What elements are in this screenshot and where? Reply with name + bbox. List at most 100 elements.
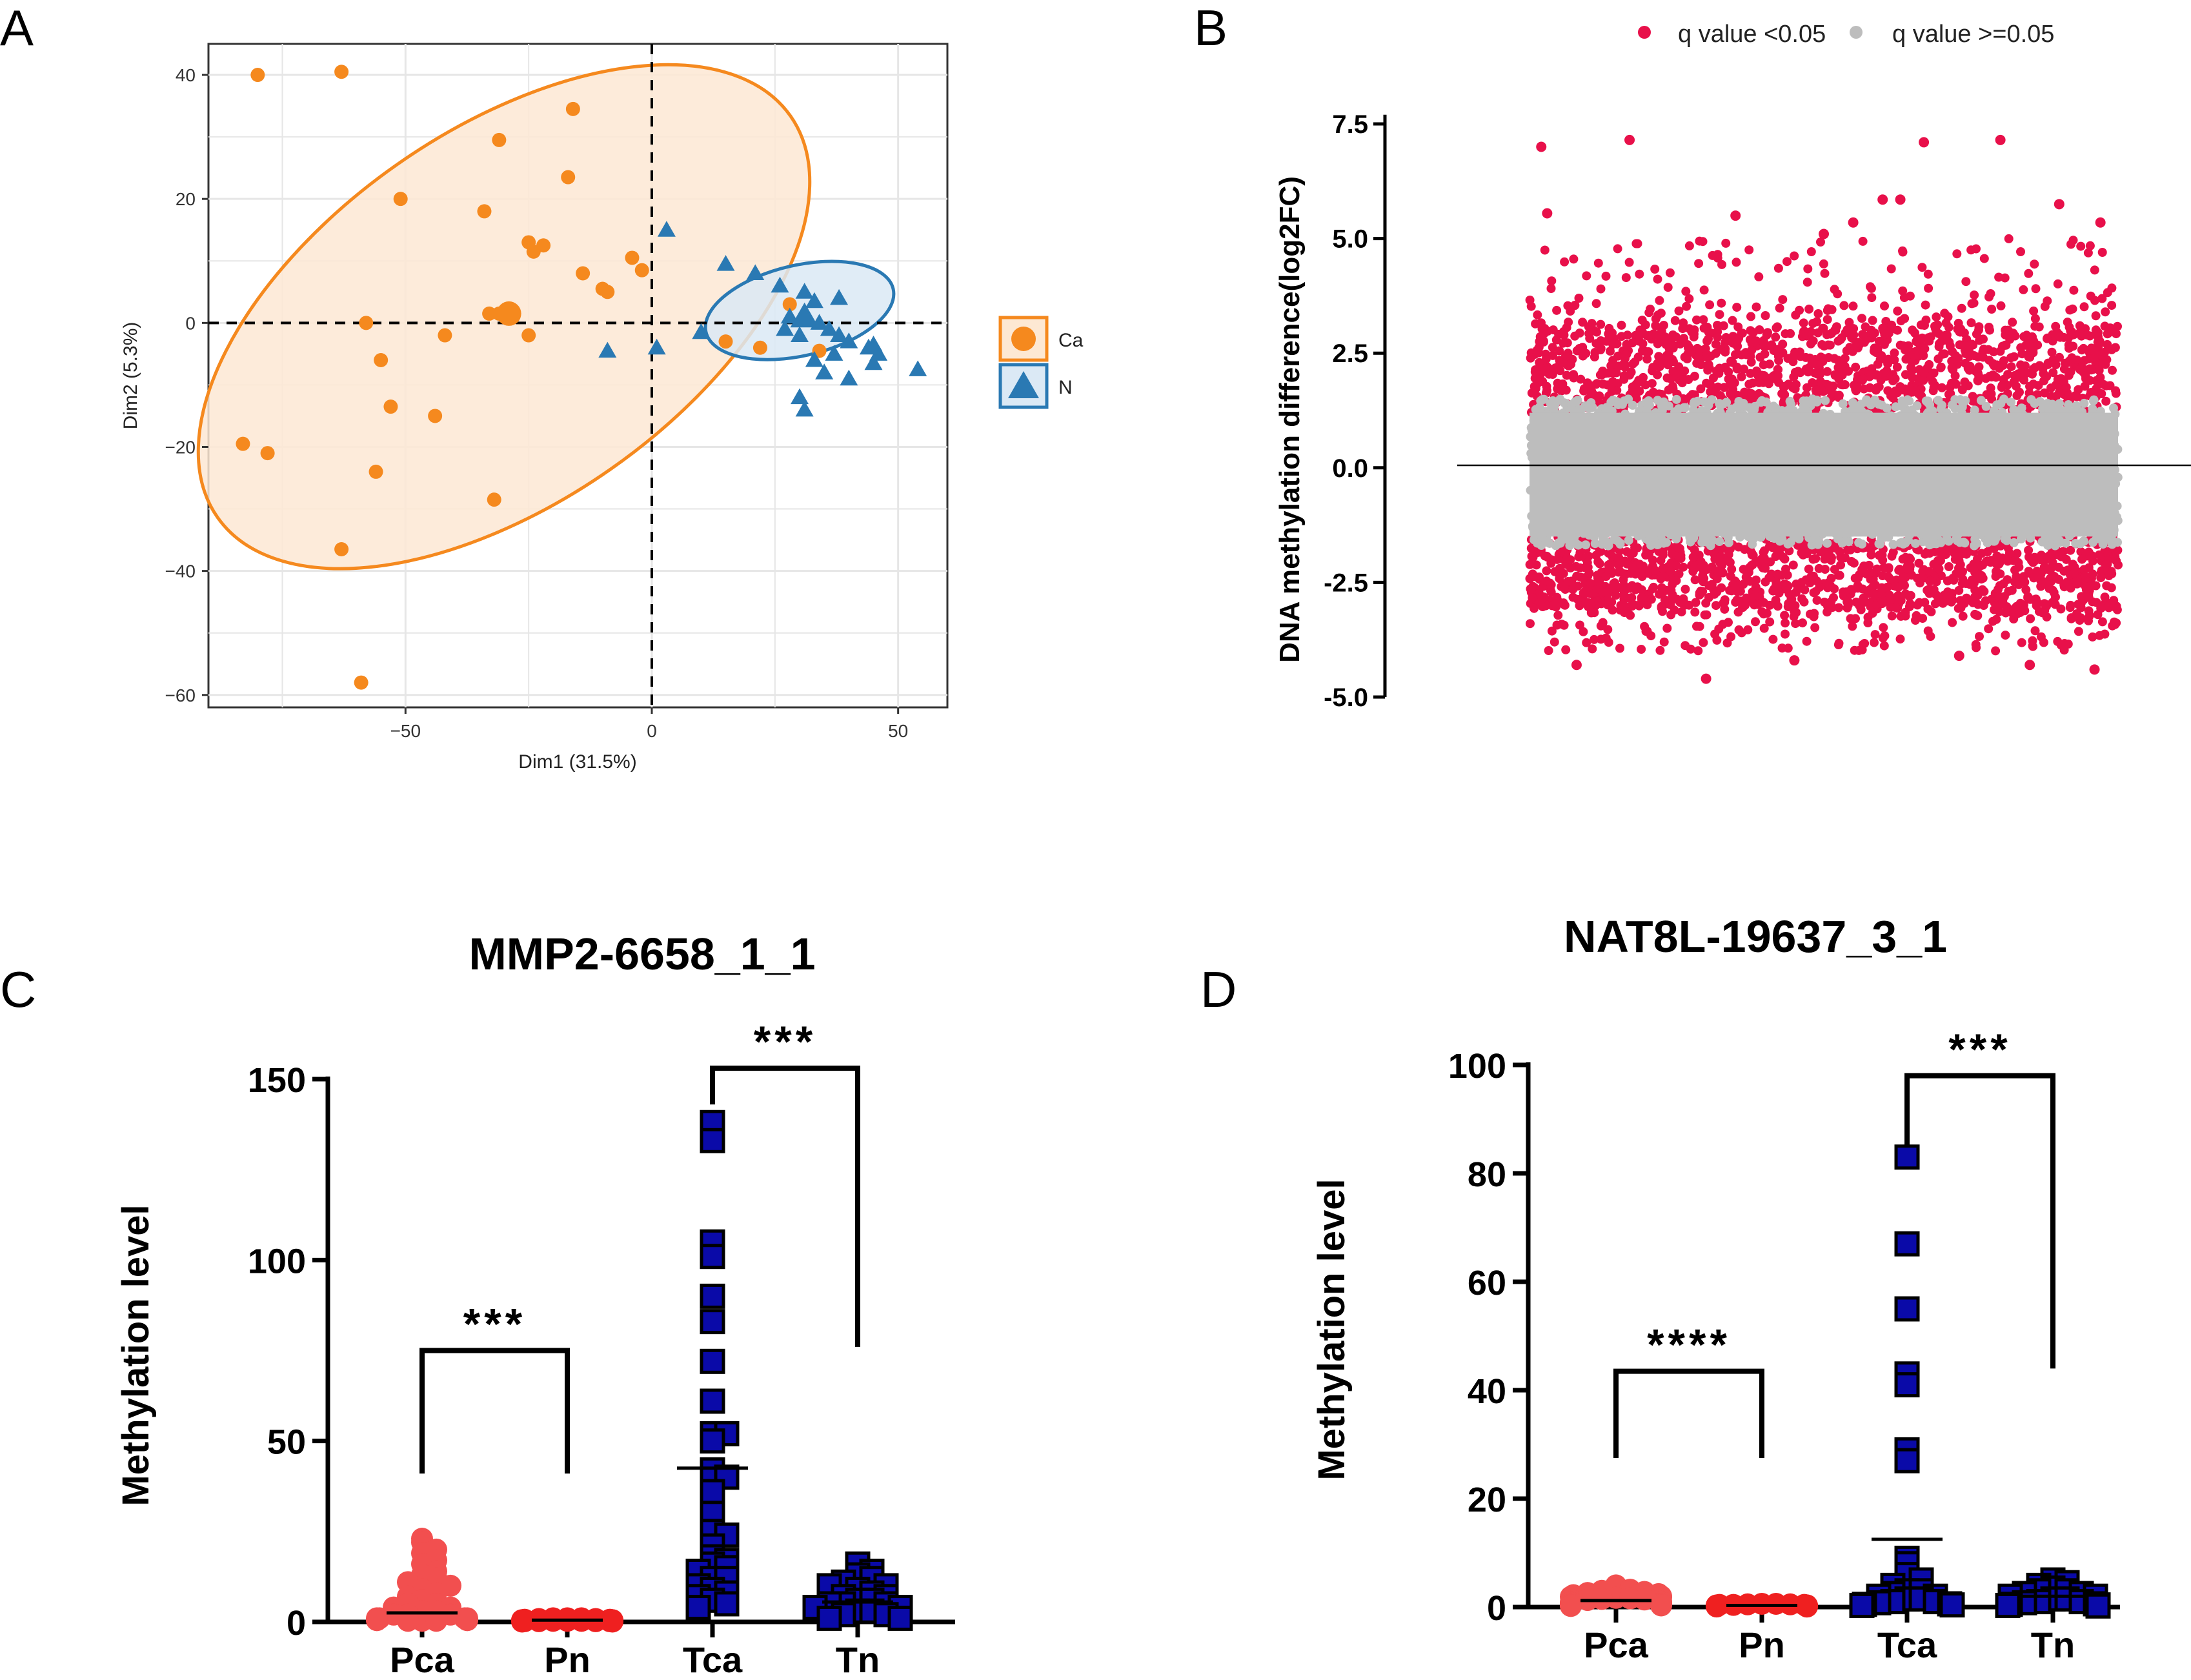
point-significant xyxy=(1525,560,1535,569)
point-significant xyxy=(1637,645,1646,654)
point-significant xyxy=(1695,622,1704,631)
point-significant xyxy=(2068,304,2077,314)
point-significant xyxy=(1648,584,1657,594)
point-nonsignificant xyxy=(1535,403,1544,412)
point-significant xyxy=(1793,367,1803,376)
point-significant xyxy=(2066,367,2075,377)
point-ca xyxy=(561,170,576,185)
point-significant xyxy=(1773,322,1782,332)
point-significant xyxy=(1893,306,1903,316)
point-significant xyxy=(1747,339,1757,349)
point-significant xyxy=(2028,380,2038,389)
point-significant xyxy=(1705,300,1715,310)
point-significant xyxy=(1588,644,1597,654)
point-significant xyxy=(1807,359,1817,369)
point-significant xyxy=(1947,591,1956,600)
point-significant xyxy=(1542,566,1551,576)
point-nonsignificant xyxy=(1624,536,1633,545)
point-significant xyxy=(1732,258,1741,267)
legend-nonsig-label: q value >=0.05 xyxy=(1892,21,2054,48)
point-nonsignificant xyxy=(1821,396,1830,405)
point-significant xyxy=(1943,312,1953,321)
point-significant xyxy=(1559,327,1568,336)
point-significant xyxy=(2069,330,2079,339)
point-significant xyxy=(1542,576,1551,586)
point-significant xyxy=(1906,591,1915,600)
point-significant-outlier xyxy=(1542,208,1553,219)
point-significant xyxy=(1535,358,1544,367)
point-significant xyxy=(1781,629,1790,639)
point-significant xyxy=(1680,366,1690,376)
y-tick-label: −40 xyxy=(165,562,196,582)
point-significant xyxy=(1904,350,1913,359)
point-significant xyxy=(1679,594,1688,603)
y-tick-label: -5.0 xyxy=(1324,683,1368,712)
point-significant xyxy=(1744,567,1753,577)
point-significant xyxy=(1584,322,1593,332)
point-significant xyxy=(2103,602,2113,611)
point-significant xyxy=(1714,369,1724,378)
point-significant xyxy=(1783,582,1793,591)
point-significant xyxy=(1584,569,1594,578)
point-nonsignificant xyxy=(1874,400,1884,409)
point-nonsignificant xyxy=(1891,402,1901,412)
point-significant xyxy=(2094,365,2104,375)
point-significant xyxy=(1977,585,1987,594)
point-significant xyxy=(1760,349,1770,359)
point-significant xyxy=(1773,263,1783,273)
point-significant xyxy=(1954,318,1963,328)
point-significant xyxy=(1613,351,1623,361)
point-significant xyxy=(1725,558,1735,567)
point-significant xyxy=(1820,268,1830,278)
point-significant xyxy=(1624,258,1634,267)
point-significant xyxy=(2006,362,2016,372)
point-significant xyxy=(1888,393,1898,403)
point-significant xyxy=(1960,377,1970,387)
point-significant xyxy=(2017,638,2026,647)
point-significant xyxy=(1598,618,1608,627)
point-significant xyxy=(1579,384,1589,394)
point-significant xyxy=(1719,321,1728,330)
point-nonsignificant xyxy=(1657,537,1667,547)
point-significant xyxy=(2048,368,2058,378)
point-significant xyxy=(1699,315,1708,325)
point-significant xyxy=(1943,335,1952,345)
panel-b-y-axis: -5.0-2.50.02.55.07.5 xyxy=(1324,110,1387,712)
point-significant xyxy=(1530,367,1540,377)
point-significant xyxy=(1802,383,1812,392)
point-nonsignificant xyxy=(1717,400,1727,409)
point-significant xyxy=(1991,372,2001,382)
point-significant xyxy=(2085,241,2095,250)
point-significant xyxy=(2069,285,2079,295)
point-ca xyxy=(634,263,649,278)
point-significant xyxy=(1670,316,1680,325)
point-significant xyxy=(1728,316,1737,325)
point-significant xyxy=(2112,605,2122,614)
point-n xyxy=(791,388,809,405)
point-significant xyxy=(1799,597,1809,607)
point-significant xyxy=(1560,600,1570,610)
point-ca xyxy=(250,68,265,83)
point-significant xyxy=(1797,578,1806,587)
point-significant xyxy=(1929,560,1939,569)
point-significant xyxy=(1695,345,1704,355)
point-significant xyxy=(1726,571,1735,581)
point-nonsignificant xyxy=(1698,534,1708,543)
point-significant xyxy=(1897,385,1907,395)
point-significant xyxy=(1563,577,1573,586)
point-significant xyxy=(1912,346,1922,356)
point-significant xyxy=(2089,353,2099,363)
point-significant xyxy=(1757,554,1766,564)
point-significant xyxy=(1558,379,1568,389)
point-significant xyxy=(1662,623,1672,633)
point-significant-outlier xyxy=(1536,141,1547,152)
panel-c-letter: C xyxy=(0,961,36,1018)
point-significant xyxy=(2100,347,2110,357)
point-significant xyxy=(1586,579,1595,588)
point-significant xyxy=(1771,332,1781,342)
point-significant xyxy=(1937,383,1947,392)
point-significant xyxy=(2100,629,2110,639)
point-significant xyxy=(1773,569,1782,579)
point-significant xyxy=(2050,572,2059,582)
